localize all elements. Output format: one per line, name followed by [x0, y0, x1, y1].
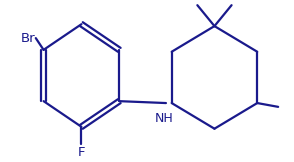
Text: NH: NH [155, 112, 173, 125]
Text: F: F [78, 146, 85, 159]
Text: Br: Br [21, 32, 36, 45]
